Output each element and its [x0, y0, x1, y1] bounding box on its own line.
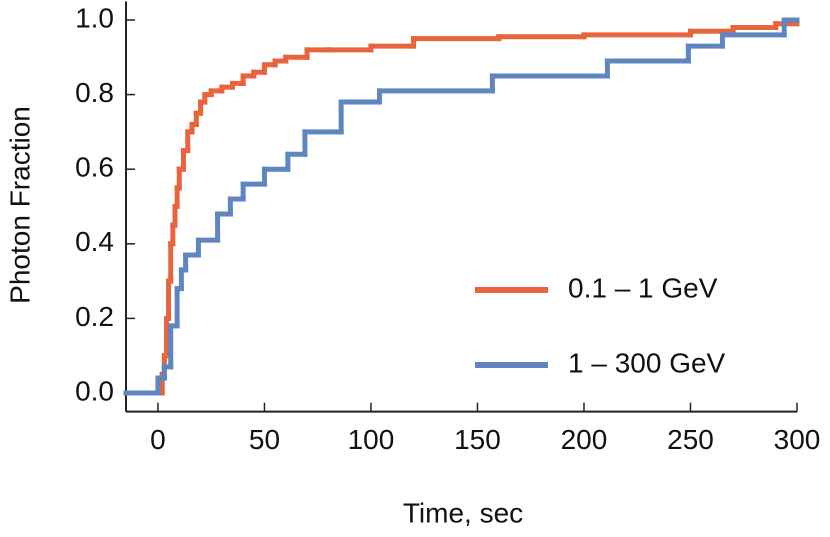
y-tick-label: 0.2: [75, 301, 114, 332]
x-tick-label: 250: [667, 424, 714, 455]
y-tick-label: 0.0: [75, 375, 114, 406]
x-tick-label: 50: [249, 424, 280, 455]
x-tick-label: 300: [774, 424, 821, 455]
x-tick-label: 100: [348, 424, 395, 455]
x-tick-label: 200: [561, 424, 608, 455]
legend-label: 1 – 300 GeV: [568, 347, 726, 378]
x-tick-label: 150: [454, 424, 501, 455]
y-axis-title: Photon Fraction: [4, 106, 35, 304]
legend-label: 0.1 – 1 GeV: [568, 272, 718, 303]
x-axis-title: Time, sec: [403, 497, 523, 528]
x-tick-label: 0: [150, 424, 166, 455]
y-tick-label: 0.8: [75, 77, 114, 108]
y-tick-label: 0.6: [75, 152, 114, 183]
y-tick-label: 0.4: [75, 226, 114, 257]
series-line: [123, 17, 800, 396]
y-tick-label: 1.0: [75, 2, 114, 33]
series-line: [123, 17, 800, 396]
